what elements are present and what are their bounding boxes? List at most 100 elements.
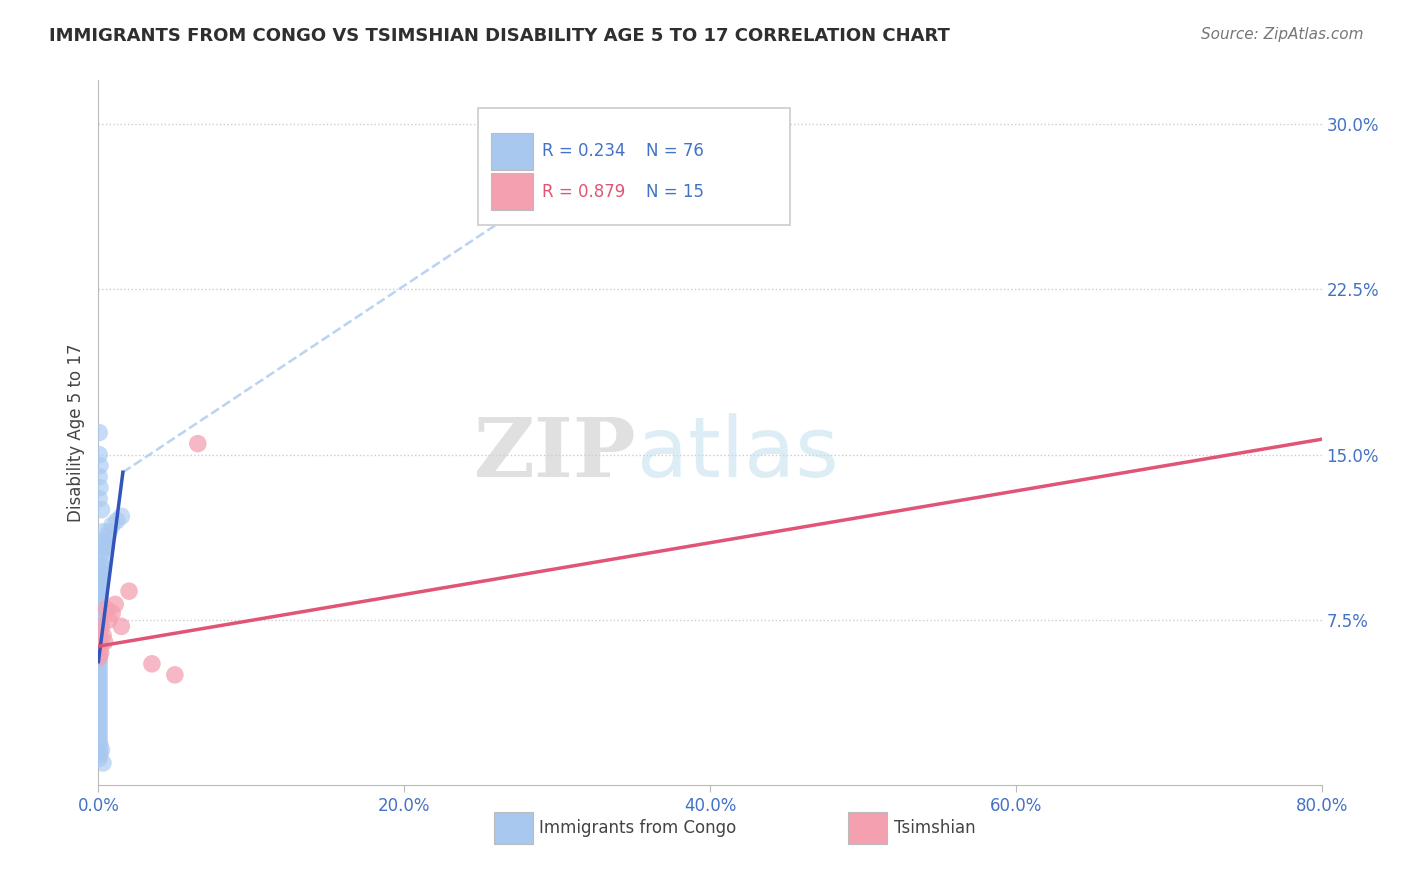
Text: ZIP: ZIP xyxy=(474,414,637,494)
Point xyxy=(93,540,115,554)
Point xyxy=(94,540,117,554)
Point xyxy=(89,655,111,669)
Point xyxy=(89,730,111,744)
Point xyxy=(89,565,111,579)
Point xyxy=(90,742,112,756)
Point xyxy=(89,615,111,629)
Point xyxy=(91,553,114,567)
Point xyxy=(98,613,121,627)
Point xyxy=(89,694,111,708)
Point xyxy=(110,509,132,524)
Point xyxy=(104,598,127,612)
Point xyxy=(89,481,111,495)
Point xyxy=(89,624,111,638)
Point xyxy=(89,606,111,620)
Point xyxy=(89,668,111,682)
Point xyxy=(89,598,111,612)
Point xyxy=(89,601,111,615)
Point xyxy=(89,469,111,483)
Point xyxy=(89,613,111,627)
Point xyxy=(89,425,111,440)
Point xyxy=(101,606,124,620)
Point xyxy=(105,514,128,528)
Point xyxy=(90,502,112,516)
Point xyxy=(89,690,111,704)
Text: R = 0.234: R = 0.234 xyxy=(543,142,626,160)
Point xyxy=(89,734,111,748)
Point xyxy=(89,721,111,735)
Point xyxy=(89,698,111,713)
Point xyxy=(89,707,111,722)
Point xyxy=(89,632,111,647)
Point xyxy=(89,571,111,585)
Point xyxy=(89,712,111,726)
Point xyxy=(89,628,111,642)
Point xyxy=(89,739,111,753)
Point xyxy=(91,562,114,576)
FancyBboxPatch shape xyxy=(848,812,887,844)
Point xyxy=(94,601,117,615)
Point xyxy=(89,635,111,649)
Point xyxy=(89,716,111,731)
Point xyxy=(89,725,111,739)
Point xyxy=(89,676,111,690)
Point xyxy=(101,518,124,533)
Point xyxy=(89,617,111,632)
Point xyxy=(89,745,111,759)
Point xyxy=(89,491,111,506)
Point xyxy=(89,703,111,717)
Text: Tsimshian: Tsimshian xyxy=(894,819,976,837)
Point xyxy=(89,751,111,765)
Point xyxy=(141,657,163,671)
FancyBboxPatch shape xyxy=(478,109,790,225)
Text: Source: ZipAtlas.com: Source: ZipAtlas.com xyxy=(1201,27,1364,42)
Point xyxy=(89,646,111,660)
Point xyxy=(89,604,111,618)
Point xyxy=(91,628,114,642)
Point xyxy=(89,641,111,656)
FancyBboxPatch shape xyxy=(494,812,533,844)
Point xyxy=(89,641,111,656)
FancyBboxPatch shape xyxy=(491,133,533,169)
Point xyxy=(94,532,117,546)
Point xyxy=(89,624,111,638)
Point xyxy=(89,681,111,695)
Text: R = 0.879: R = 0.879 xyxy=(543,183,626,201)
Point xyxy=(93,635,115,649)
Point xyxy=(163,668,186,682)
Point xyxy=(118,584,141,599)
Text: atlas: atlas xyxy=(637,413,838,494)
Point xyxy=(90,547,112,561)
Point xyxy=(89,637,111,651)
Text: Immigrants from Congo: Immigrants from Congo xyxy=(538,819,735,837)
Text: N = 76: N = 76 xyxy=(647,142,704,160)
Point xyxy=(89,582,111,596)
Point xyxy=(89,650,111,665)
Text: N = 15: N = 15 xyxy=(647,183,704,201)
Point xyxy=(89,458,111,473)
FancyBboxPatch shape xyxy=(491,173,533,210)
Point xyxy=(91,524,114,539)
Point xyxy=(110,619,132,633)
Point xyxy=(89,619,111,633)
Point xyxy=(89,577,111,591)
Point xyxy=(89,673,111,687)
Point xyxy=(187,436,209,450)
Point xyxy=(89,650,111,665)
Point xyxy=(89,584,111,599)
Point xyxy=(90,619,112,633)
Point xyxy=(91,756,114,770)
Point xyxy=(89,568,111,582)
Y-axis label: Disability Age 5 to 17: Disability Age 5 to 17 xyxy=(66,343,84,522)
Point xyxy=(89,619,111,633)
Point xyxy=(93,535,115,549)
Point xyxy=(89,608,111,623)
Point xyxy=(89,659,111,673)
Point xyxy=(89,747,111,761)
Point xyxy=(89,591,111,605)
Point xyxy=(89,685,111,699)
Point xyxy=(89,575,111,590)
Point xyxy=(89,595,111,609)
Point xyxy=(89,589,111,603)
Text: IMMIGRANTS FROM CONGO VS TSIMSHIAN DISABILITY AGE 5 TO 17 CORRELATION CHART: IMMIGRANTS FROM CONGO VS TSIMSHIAN DISAB… xyxy=(49,27,950,45)
